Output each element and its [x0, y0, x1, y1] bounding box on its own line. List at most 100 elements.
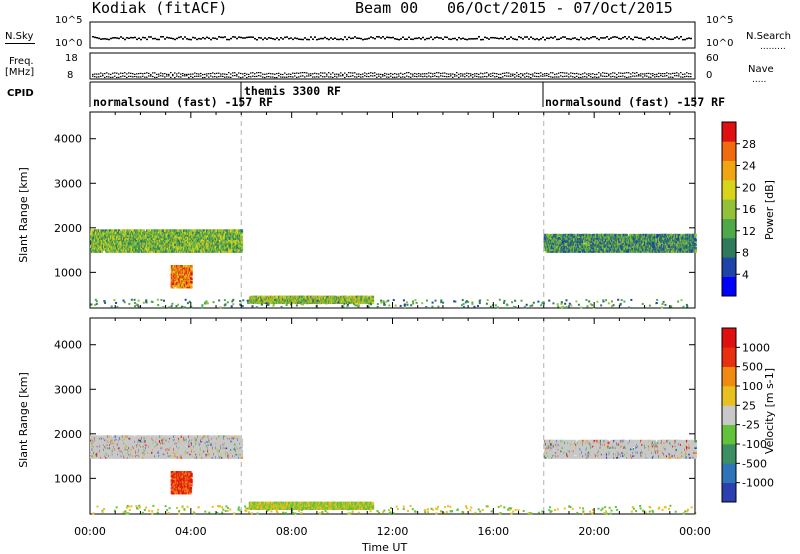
nsky-trace-point [600, 37, 602, 39]
nave-trace-point [100, 72, 102, 74]
echo-cell [240, 237, 243, 240]
echo-cell [585, 245, 589, 248]
nsky-trace-point [570, 38, 572, 41]
nave-trace-point [600, 73, 602, 75]
echo-cell [143, 250, 146, 253]
freq-trace-point [516, 75, 518, 77]
nave-trace-point [578, 73, 580, 75]
nsky-trace-point [168, 37, 170, 39]
nsky-trace-point [430, 36, 432, 38]
echo-cell [571, 233, 574, 237]
freq-trace-point [322, 76, 324, 78]
freq-panel [89, 52, 696, 80]
nave-trace-point [174, 72, 176, 74]
nsky-trace-point [334, 37, 336, 40]
freq-trace-point [160, 75, 162, 77]
nsky-trace-point [280, 37, 282, 39]
nsky-trace-point [440, 37, 442, 39]
freq-trace-point [260, 75, 262, 77]
echo-cell [623, 248, 626, 252]
nsky-trace-point [548, 37, 550, 40]
echo-cell [128, 235, 132, 239]
nsky-trace-point [244, 37, 246, 39]
freq-trace-point [682, 76, 684, 78]
freq-trace-point [542, 75, 544, 77]
echo-cell [563, 235, 566, 239]
freq-trace-point [488, 75, 490, 77]
nave-trace-point [180, 73, 182, 75]
echo-cell [548, 235, 552, 239]
echo-cell [619, 243, 623, 247]
nave-trace-point [126, 73, 128, 75]
nave-trace-point [236, 73, 238, 76]
nsky-label: N.Sky [5, 31, 34, 42]
echo-cell [629, 233, 632, 237]
nave-trace-point [112, 72, 114, 74]
freq-trace-point [212, 76, 214, 78]
freq-trace-point [606, 75, 608, 78]
nave-trace-point [500, 73, 502, 75]
echo-cell [213, 235, 216, 239]
echo-cell [547, 233, 551, 237]
echo-cell [114, 242, 117, 245]
echo-cell [239, 235, 242, 239]
nsearch-tick-top: 10^5 [706, 15, 734, 26]
nave-trace-point [326, 73, 328, 75]
nave-trace-point [398, 73, 400, 75]
echo-cell [162, 231, 166, 234]
echo-cell [104, 231, 107, 234]
nave-tick-top: 60 [706, 53, 719, 64]
freq-trace-point [658, 76, 660, 78]
echo-cell [613, 238, 616, 242]
freq-trace-point [562, 76, 564, 78]
freq-trace-point [276, 76, 278, 79]
nsky-trace-point [212, 37, 214, 39]
echo-cell [205, 245, 209, 248]
freq-trace-point [128, 75, 130, 78]
nave-trace-point [428, 72, 430, 74]
nave-trace-point [390, 72, 392, 75]
echo-cell [200, 240, 204, 244]
freq-trace-point [350, 75, 352, 77]
echo-cell [595, 248, 599, 252]
freq-trace-point [502, 76, 504, 78]
echo-cell [118, 232, 121, 236]
nave-trace-point [272, 73, 274, 75]
nsky-trace-point [204, 37, 206, 40]
freq-trace-point [440, 75, 442, 77]
nsky-trace-point [626, 37, 628, 40]
nsky-trace-point [532, 37, 534, 40]
freq-trace-point [480, 76, 482, 78]
nave-trace-point [408, 72, 410, 74]
freq-trace-point [690, 76, 692, 78]
freq-trace-point [452, 76, 454, 78]
echo-cell [592, 248, 595, 252]
nsky-trace-point [478, 36, 480, 38]
nsky-trace-point [218, 36, 220, 38]
echo-cell [604, 245, 607, 248]
nave-trace-point [194, 72, 196, 74]
nave-trace-point [320, 72, 322, 74]
nave-trace-point [250, 72, 252, 74]
echo-cell [628, 245, 631, 248]
freq-trace-point [668, 76, 670, 78]
nsky-trace-point [546, 37, 548, 39]
echo-cell [194, 232, 197, 236]
nave-trace-point [490, 73, 492, 75]
echo-cell [218, 240, 222, 244]
echo-cell [151, 235, 154, 239]
nave-trace-point [660, 73, 662, 75]
echo-cell [228, 235, 231, 239]
nsky-trace-point [434, 37, 436, 39]
freq-trace-point [584, 75, 586, 78]
nave-trace-point [254, 73, 256, 75]
echo-cell [91, 238, 95, 242]
echo-cell [607, 238, 610, 242]
nave-trace-point [108, 73, 110, 75]
nsky-underline [5, 43, 35, 44]
echo-cell [119, 240, 123, 244]
nave-trace-point [688, 73, 690, 75]
nsky-trace-point [622, 36, 624, 39]
freq-trace-point [318, 76, 320, 78]
